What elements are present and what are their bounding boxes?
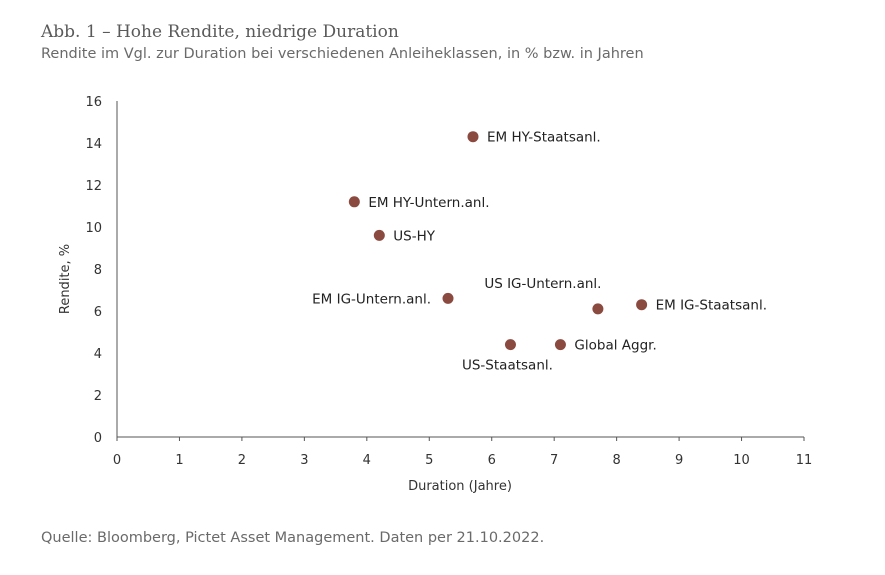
x-tick-label: 9 xyxy=(675,453,683,468)
data-point xyxy=(592,303,604,315)
y-tick-label: 8 xyxy=(94,263,102,278)
data-point-label: EM IG-Untern.anl. xyxy=(312,291,431,307)
x-tick-label: 4 xyxy=(363,453,371,468)
y-tick-label: 6 xyxy=(94,305,102,320)
data-point xyxy=(467,131,479,143)
x-tick-labels: 0 1 2 3 4 5 6 7 8 9 10 11 xyxy=(113,437,812,468)
data-point xyxy=(504,339,516,351)
y-tick-label: 14 xyxy=(85,137,102,152)
data-point-label: US IG-Untern.anl. xyxy=(484,276,601,292)
y-tick-label: 10 xyxy=(85,221,102,236)
data-point xyxy=(348,196,360,208)
data-points: EM HY-Staatsanl. EM HY-Untern.anl. US-HY EM… xyxy=(312,130,767,374)
x-tick-label: 8 xyxy=(612,453,620,468)
y-tick-label: 16 xyxy=(85,95,102,110)
data-point xyxy=(442,292,454,304)
y-tick-label: 4 xyxy=(94,347,102,362)
chart-title: Abb. 1 – Hohe Rendite, niedrige Duration xyxy=(41,22,399,42)
data-point-label: US-Staatsanl. xyxy=(462,358,553,374)
chart-subtitle: Rendite im Vgl. zur Duration bei verschi… xyxy=(41,46,644,62)
data-point-label: US-HY xyxy=(393,228,435,244)
x-tick-label: 2 xyxy=(238,453,246,468)
y-tick-label: 0 xyxy=(94,431,102,446)
x-tick-label: 3 xyxy=(300,453,308,468)
chart-axes xyxy=(116,101,804,438)
y-tick-label: 12 xyxy=(85,179,102,194)
x-axis-label: Duration (Jahre) xyxy=(408,479,512,494)
x-tick-label: 10 xyxy=(733,453,750,468)
data-point xyxy=(554,339,566,351)
x-tick-label: 6 xyxy=(488,453,496,468)
x-tick-label: 7 xyxy=(550,453,558,468)
x-tick-label: 0 xyxy=(113,453,121,468)
data-point xyxy=(636,299,648,311)
data-point xyxy=(373,229,385,241)
x-tick-label: 1 xyxy=(175,453,183,468)
data-point-label: EM IG-Staatsanl. xyxy=(656,298,767,314)
data-point-label: EM HY-Untern.anl. xyxy=(368,195,489,211)
data-point-label: Global Aggr. xyxy=(574,338,656,354)
source-note: Quelle: Bloomberg, Pictet Asset Manageme… xyxy=(41,530,545,546)
x-tick-label: 11 xyxy=(796,453,813,468)
y-tick-label: 2 xyxy=(94,389,102,404)
x-tick-label: 5 xyxy=(425,453,433,468)
data-point-label: EM HY-Staatsanl. xyxy=(487,130,601,146)
y-tick-labels: 0 2 4 6 8 10 12 14 16 xyxy=(85,95,102,446)
y-axis-label: Rendite, % xyxy=(58,244,73,314)
